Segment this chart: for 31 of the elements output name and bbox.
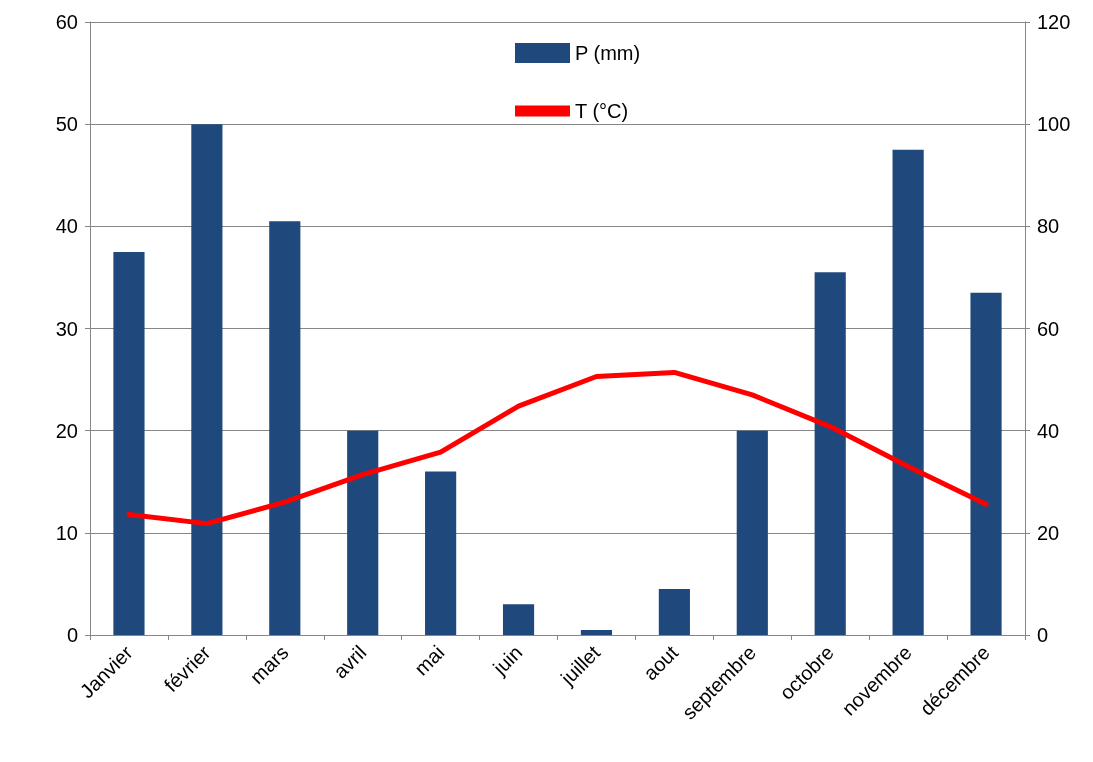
y2-tick-label: 100 (1037, 113, 1071, 136)
bar (502, 604, 535, 635)
bar (814, 272, 846, 635)
bar (191, 124, 223, 635)
bar (347, 430, 379, 635)
y2-tick-label: 80 (1037, 215, 1060, 238)
y-tick-label: 50 (55, 113, 78, 136)
x-tick-label: aout (639, 640, 683, 685)
bar (269, 221, 301, 635)
x-tick-label: juin (488, 641, 527, 680)
bar (970, 292, 1002, 635)
bar (736, 430, 768, 635)
y2-tick-label: 60 (1037, 317, 1060, 340)
legend-label: T (°C) (575, 100, 629, 122)
bar (658, 589, 690, 635)
y-tick-label: 20 (55, 419, 78, 442)
y-tick-label: 60 (55, 11, 78, 33)
bar (580, 629, 613, 635)
y2-tick-label: 20 (1037, 521, 1060, 544)
bar (892, 149, 924, 635)
y-tick-label: 30 (55, 317, 78, 340)
x-tick-label: mai (410, 641, 449, 680)
y2-tick-label: 0 (1037, 624, 1049, 646)
y-tick-label: 0 (66, 624, 78, 646)
y2-tick-label: 120 (1037, 11, 1071, 33)
y-tick-label: 40 (55, 215, 78, 238)
bar (425, 471, 457, 635)
y2-tick-label: 40 (1037, 419, 1060, 442)
y-tick-label: 10 (55, 521, 78, 544)
bar (113, 251, 145, 635)
legend-label: P (mm) (575, 42, 641, 64)
